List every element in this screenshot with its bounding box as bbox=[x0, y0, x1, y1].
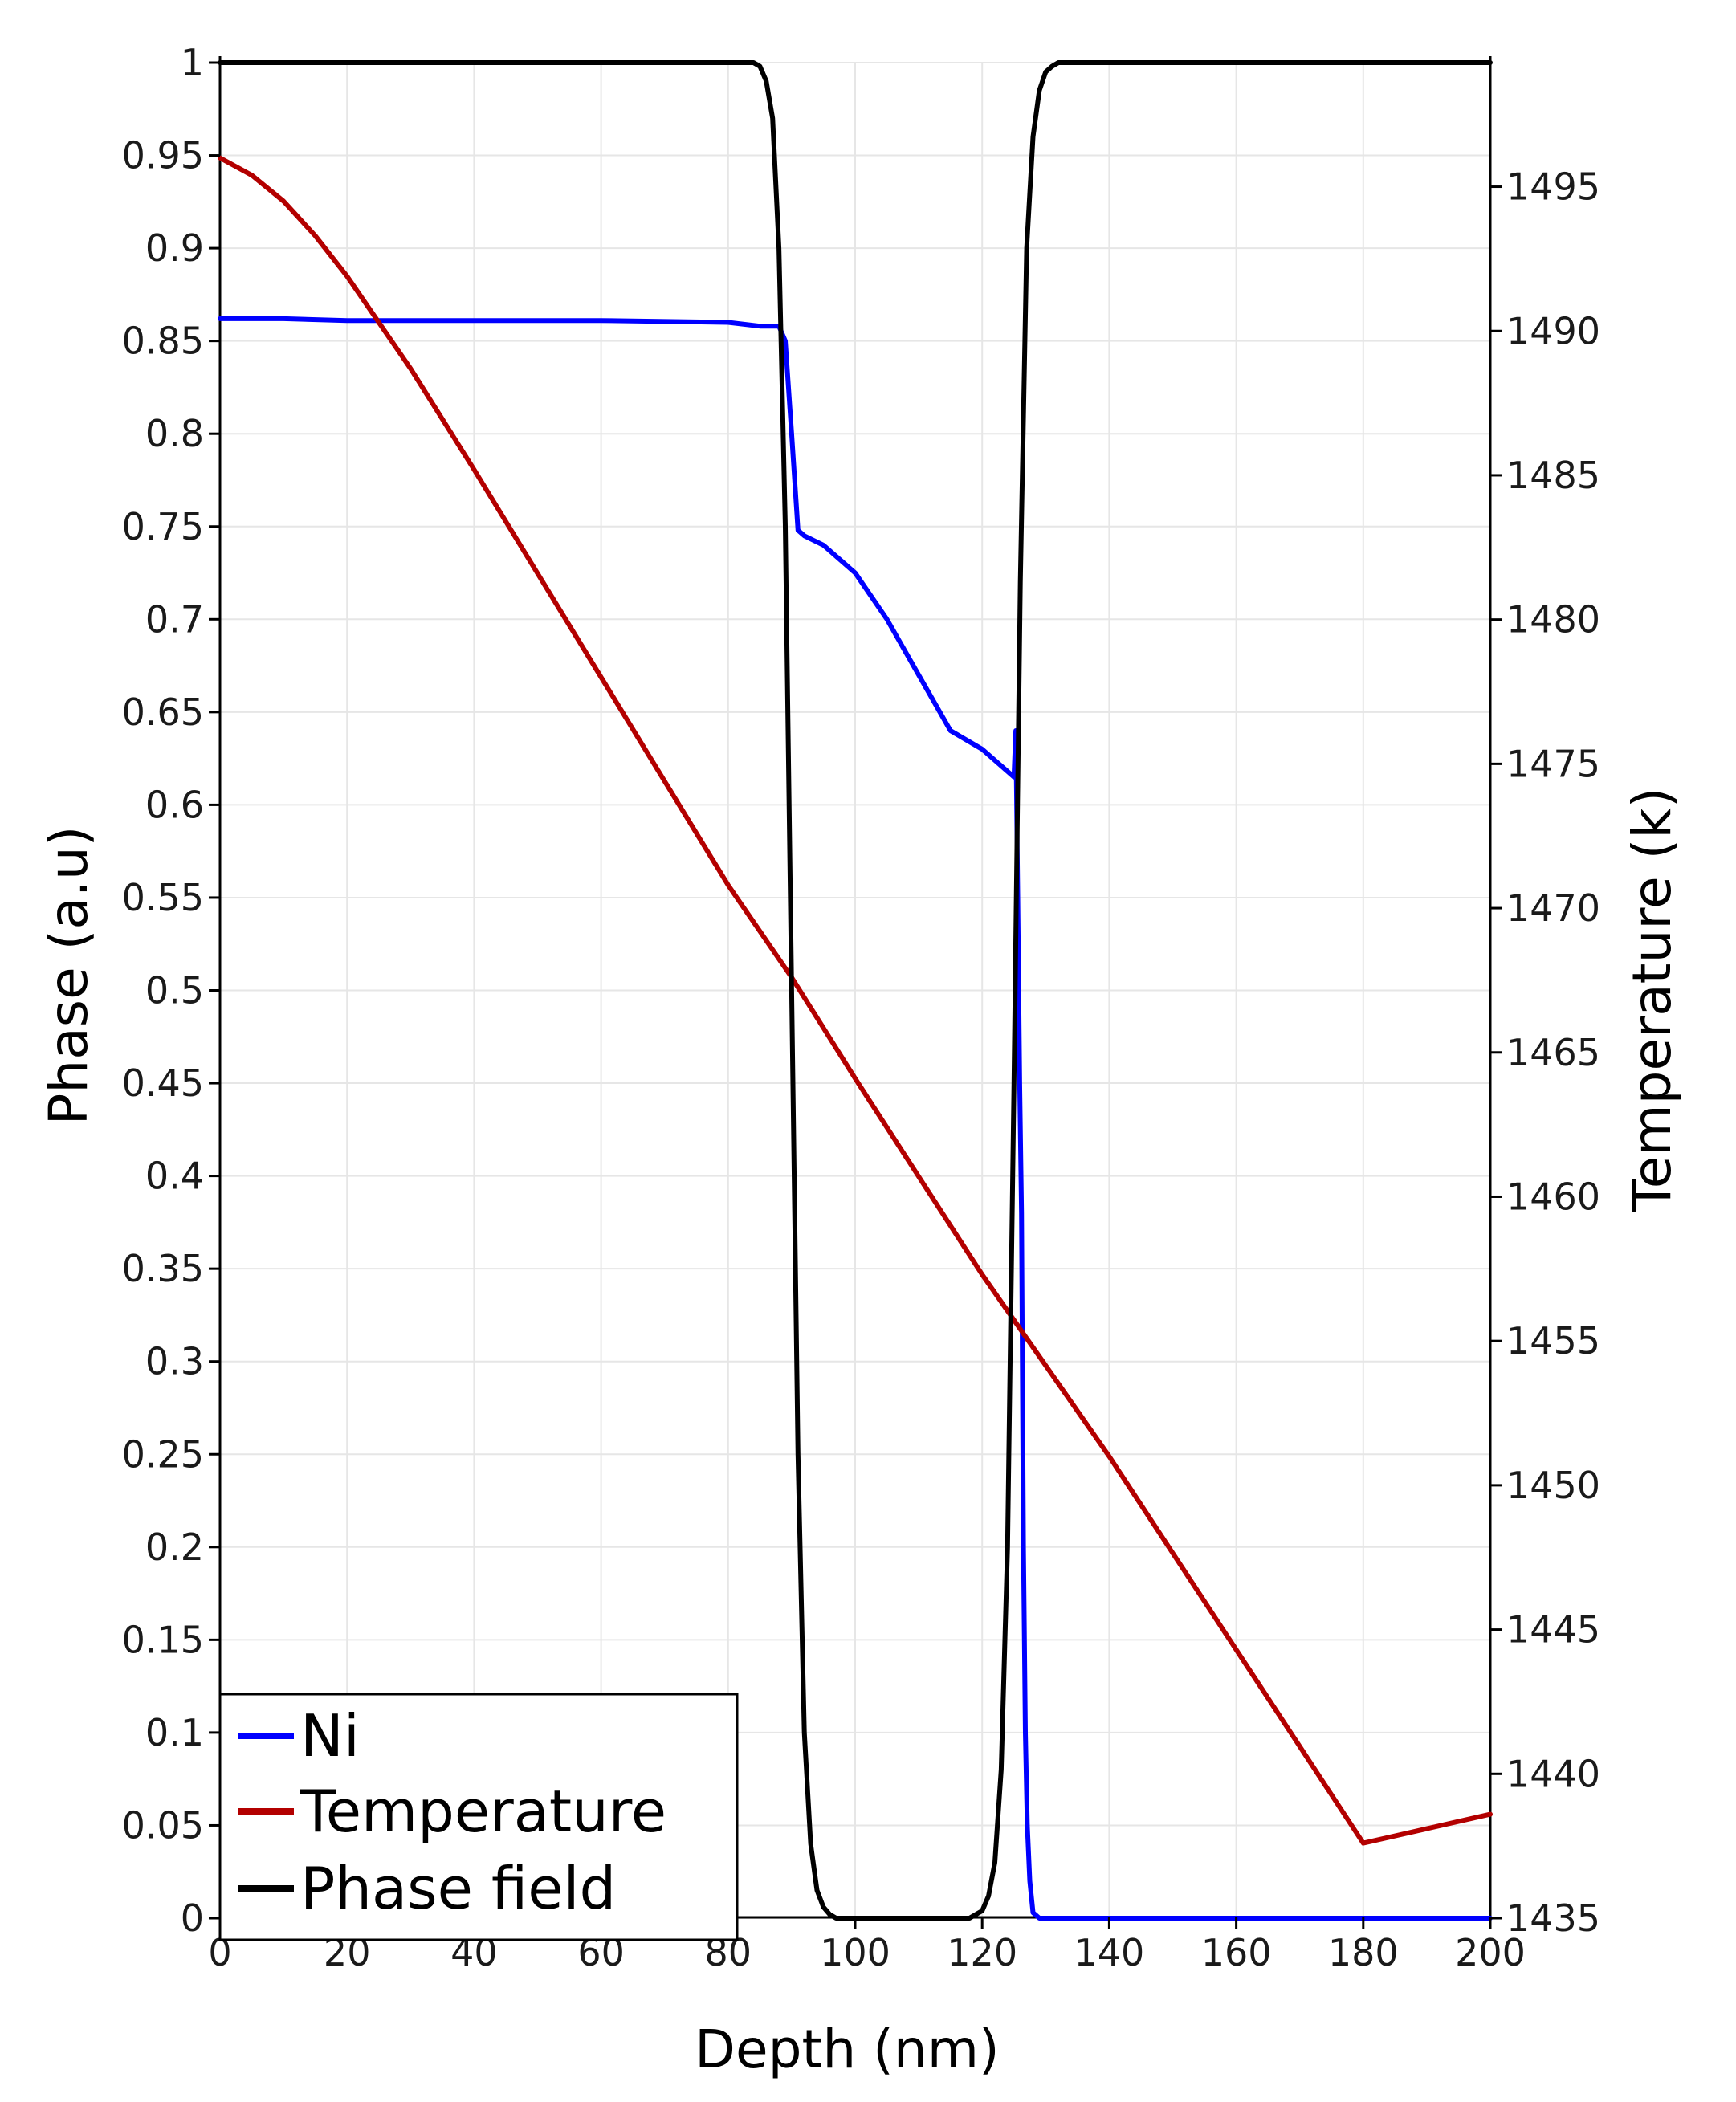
y2-tick-label: 1450 bbox=[1506, 1464, 1600, 1507]
y-tick-label: 0.3 bbox=[145, 1340, 204, 1383]
x-tick-label: 180 bbox=[1328, 1931, 1399, 1974]
y2-tick-label: 1485 bbox=[1506, 454, 1600, 497]
y-tick-label: 0.95 bbox=[122, 134, 204, 177]
x-tick-label: 100 bbox=[820, 1931, 890, 1974]
series-layer bbox=[218, 60, 1493, 1921]
y-tick-label: 0.55 bbox=[122, 876, 204, 919]
series-line-phase-field bbox=[218, 60, 1493, 1921]
y-axis-title: Phase (a.u) bbox=[38, 826, 100, 1126]
y2-tick-label: 1435 bbox=[1506, 1896, 1600, 1940]
y-tick-label: 0.7 bbox=[145, 597, 204, 641]
y-tick-label: 0.35 bbox=[122, 1247, 204, 1290]
y2-tick-label: 1470 bbox=[1506, 886, 1600, 930]
y-tick-label: 1 bbox=[181, 41, 204, 84]
series-line-temperature bbox=[218, 155, 1493, 1846]
y2-tick-label: 1480 bbox=[1506, 598, 1600, 642]
x-tick-label: 120 bbox=[947, 1931, 1017, 1974]
legend: Ni Temperature Phase field bbox=[218, 1693, 739, 1941]
legend-box bbox=[218, 1693, 739, 1941]
y2-tick-label: 1460 bbox=[1506, 1175, 1600, 1218]
grid-layer bbox=[219, 62, 1491, 1919]
y-tick-label: 0.85 bbox=[122, 320, 204, 363]
y-tick-label: 0.5 bbox=[145, 969, 204, 1012]
x-tick-label: 200 bbox=[1455, 1931, 1526, 1974]
y2-tick-label: 1475 bbox=[1506, 742, 1600, 785]
y-tick-label: 0.05 bbox=[122, 1803, 204, 1847]
y2-tick-label: 1465 bbox=[1506, 1031, 1600, 1074]
ticks-layer: 0 20 40 60 80 100 120 140 160 180 20000.050.10.150… bbox=[122, 41, 1601, 1974]
y-tick-label: 0.4 bbox=[145, 1155, 204, 1198]
y-tick-label: 0.1 bbox=[145, 1711, 204, 1754]
x-axis-title: Depth (nm) bbox=[695, 2018, 1000, 2080]
y-tick-label: 0.2 bbox=[145, 1526, 204, 1569]
x-tick-label: 160 bbox=[1201, 1931, 1272, 1974]
y2-tick-label: 1445 bbox=[1506, 1608, 1600, 1652]
y-tick-label: 0.65 bbox=[122, 690, 204, 734]
y2-tick-label: 1455 bbox=[1506, 1319, 1600, 1363]
legend-label-phase-field: Phase field bbox=[300, 1855, 616, 1922]
y2-tick-label: 1495 bbox=[1506, 165, 1600, 209]
legend-label-temperature: Temperature bbox=[300, 1778, 666, 1845]
y2-axis-title: Temperature (k) bbox=[1621, 788, 1683, 1213]
y-tick-label: 0.15 bbox=[122, 1618, 204, 1661]
y2-tick-label: 1440 bbox=[1506, 1752, 1600, 1795]
y-tick-label: 0 bbox=[181, 1896, 204, 1940]
y-tick-label: 0.9 bbox=[145, 226, 204, 270]
y-tick-label: 0.25 bbox=[122, 1432, 204, 1476]
series-line-ni bbox=[218, 316, 1493, 1921]
y-tick-label: 0.45 bbox=[122, 1061, 204, 1105]
legend-label-ni: Ni bbox=[300, 1702, 360, 1770]
x-tick-label: 140 bbox=[1074, 1931, 1144, 1974]
y2-tick-label: 1490 bbox=[1506, 309, 1600, 352]
y-tick-label: 0.75 bbox=[122, 505, 204, 548]
y-tick-label: 0.6 bbox=[145, 783, 204, 826]
y-tick-label: 0.8 bbox=[145, 412, 204, 455]
